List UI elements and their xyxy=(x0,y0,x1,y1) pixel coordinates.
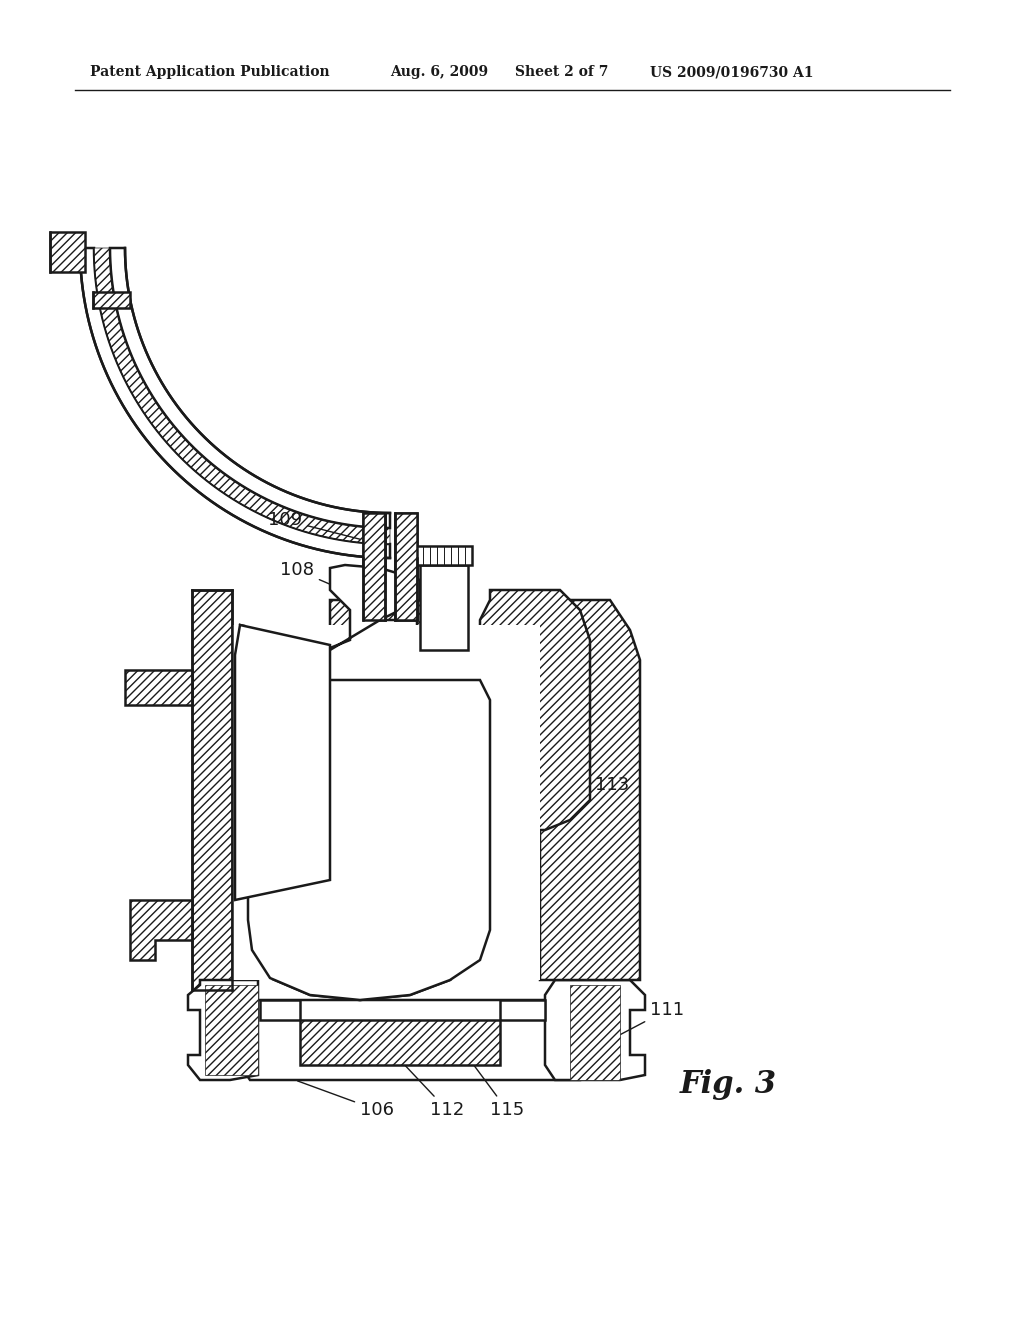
Text: 108: 108 xyxy=(280,561,352,594)
Bar xyxy=(416,546,472,565)
Polygon shape xyxy=(330,601,440,700)
Text: Aug. 6, 2009: Aug. 6, 2009 xyxy=(390,65,488,79)
Text: Fig. 3: Fig. 3 xyxy=(680,1069,777,1101)
Polygon shape xyxy=(248,680,490,1001)
Polygon shape xyxy=(193,590,232,990)
Text: 113: 113 xyxy=(493,776,630,838)
Polygon shape xyxy=(80,248,390,558)
Polygon shape xyxy=(480,590,590,830)
Polygon shape xyxy=(540,601,640,979)
Text: Sheet 2 of 7: Sheet 2 of 7 xyxy=(515,65,608,79)
Text: 111: 111 xyxy=(612,1001,684,1039)
Polygon shape xyxy=(110,248,390,528)
Polygon shape xyxy=(188,979,258,1080)
Polygon shape xyxy=(234,624,330,900)
Text: Patent Application Publication: Patent Application Publication xyxy=(90,65,330,79)
Polygon shape xyxy=(330,565,420,649)
Polygon shape xyxy=(234,624,330,900)
Text: 109: 109 xyxy=(268,511,360,540)
Polygon shape xyxy=(125,671,193,705)
Text: US 2009/0196730 A1: US 2009/0196730 A1 xyxy=(650,65,813,79)
Bar xyxy=(420,565,468,649)
Polygon shape xyxy=(260,1001,300,1020)
Text: 112: 112 xyxy=(401,1063,464,1119)
Polygon shape xyxy=(362,513,385,620)
Polygon shape xyxy=(500,1001,545,1020)
Polygon shape xyxy=(362,513,385,620)
Polygon shape xyxy=(233,624,540,979)
Polygon shape xyxy=(300,1020,500,1065)
Polygon shape xyxy=(93,292,130,308)
Polygon shape xyxy=(395,513,417,620)
Polygon shape xyxy=(570,985,620,1080)
Polygon shape xyxy=(50,232,85,272)
Polygon shape xyxy=(94,248,390,544)
Text: 115: 115 xyxy=(472,1063,524,1119)
Polygon shape xyxy=(240,1001,580,1080)
Polygon shape xyxy=(205,985,258,1074)
Text: 106: 106 xyxy=(298,1081,394,1119)
Polygon shape xyxy=(130,900,193,960)
Polygon shape xyxy=(248,680,490,1001)
Polygon shape xyxy=(545,979,645,1080)
Polygon shape xyxy=(395,513,417,620)
